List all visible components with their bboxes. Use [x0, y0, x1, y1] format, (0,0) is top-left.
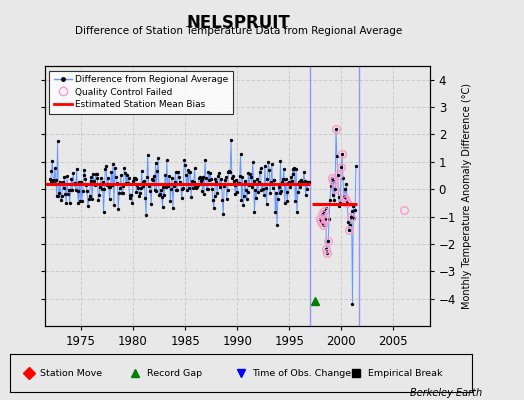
Text: Record Gap: Record Gap — [147, 368, 202, 378]
Text: Time of Obs. Change: Time of Obs. Change — [253, 368, 352, 378]
Text: NELSPRUIT: NELSPRUIT — [187, 14, 290, 32]
Text: Station Move: Station Move — [40, 368, 103, 378]
Legend: Difference from Regional Average, Quality Control Failed, Estimated Station Mean: Difference from Regional Average, Qualit… — [49, 70, 233, 114]
Text: Berkeley Earth: Berkeley Earth — [410, 388, 482, 398]
Text: Difference of Station Temperature Data from Regional Average: Difference of Station Temperature Data f… — [75, 26, 402, 36]
Text: Empirical Break: Empirical Break — [368, 368, 442, 378]
Y-axis label: Monthly Temperature Anomaly Difference (°C): Monthly Temperature Anomaly Difference (… — [462, 83, 472, 309]
